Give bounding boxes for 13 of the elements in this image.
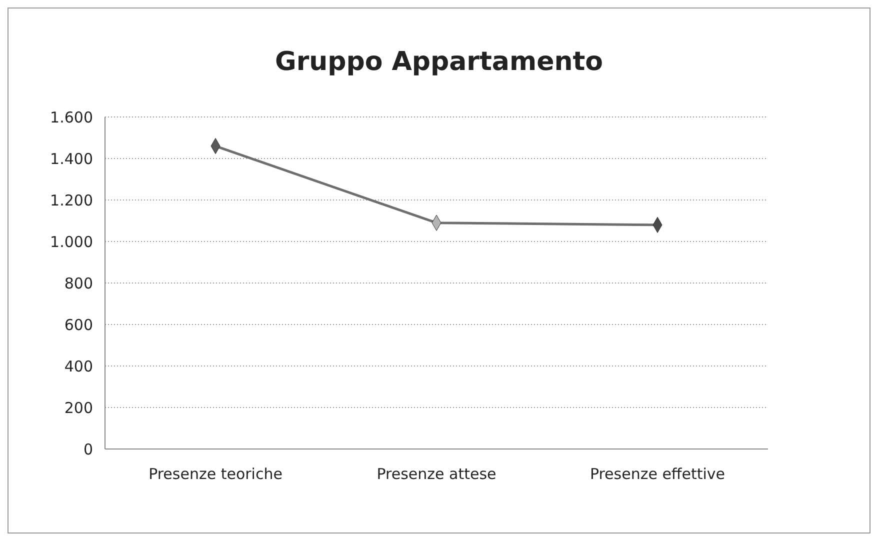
y-tick-label: 200 <box>64 398 93 417</box>
y-tick-label: 400 <box>64 357 93 376</box>
y-tick-label: 1.000 <box>50 232 93 251</box>
y-tick-label: 0 <box>83 440 93 458</box>
y-tick-label: 800 <box>64 274 93 292</box>
chart-title: Gruppo Appartamento <box>274 47 604 77</box>
y-tick-label: 1.600 <box>50 108 93 126</box>
x-tick-label: Presenze effettive <box>590 465 726 483</box>
y-tick-label: 600 <box>64 316 93 334</box>
y-tick-label: 1.400 <box>50 150 93 168</box>
y-tick-label: 1.200 <box>50 191 93 210</box>
x-tick-label: Presenze attese <box>376 465 496 483</box>
x-tick-label: Presenze teoriche <box>148 465 282 483</box>
